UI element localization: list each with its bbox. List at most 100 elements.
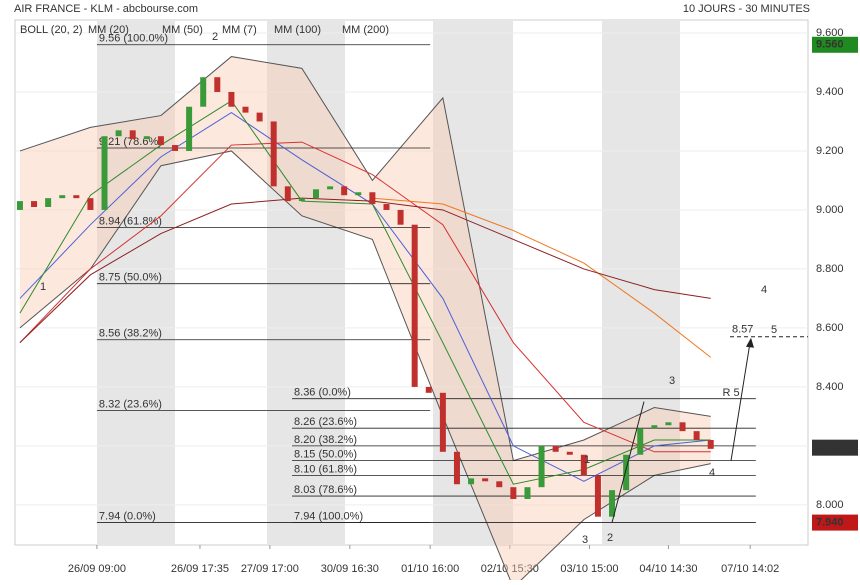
candle <box>101 136 108 210</box>
fib-label: 9.56 (100.0%) <box>99 33 168 45</box>
moving-average <box>19 100 711 485</box>
x-tick-label: 04/10 14:30 <box>639 563 697 575</box>
candle <box>538 445 545 488</box>
y-tick-label: 8.800 <box>816 263 844 275</box>
candle <box>87 198 94 210</box>
x-tick-label: 01/10 16:00 <box>401 563 459 575</box>
y-tick-label: 8.400 <box>816 381 844 393</box>
candle <box>59 195 66 199</box>
fib-label: 8.36 (0.0%) <box>294 387 351 399</box>
x-tick-label: 03/10 15:00 <box>560 563 618 575</box>
candle <box>623 454 630 491</box>
wave-label: 2 <box>212 31 218 43</box>
candle <box>284 186 291 202</box>
y-tick-label: 9.600 <box>816 27 844 39</box>
legend-item: MM (200) <box>342 24 389 36</box>
wave-label: 5 <box>771 324 777 336</box>
fib-label: 8.75 (50.0%) <box>99 272 162 284</box>
candle <box>693 431 700 440</box>
candle <box>665 422 672 426</box>
y-tick-label: 8.600 <box>816 322 844 334</box>
candle <box>242 106 249 113</box>
chart-subtitle: 10 JOURS - 30 MINUTES <box>683 3 810 15</box>
wave-label: 4 <box>761 284 767 296</box>
wave-label: 2 <box>607 532 613 544</box>
candle <box>228 91 235 107</box>
wave-label: 4 <box>709 467 715 479</box>
moving-average <box>372 197 712 358</box>
fib-label: 8.03 (78.6%) <box>294 484 357 496</box>
wave-label: 1 <box>584 454 590 466</box>
y-tick-label: 9.200 <box>816 145 844 157</box>
candle <box>129 130 136 140</box>
y-tick-label: 9.000 <box>816 204 844 216</box>
y-tick-label: 9.400 <box>816 86 844 98</box>
x-tick-label: 07/10 14:02 <box>721 563 779 575</box>
candle <box>298 198 305 202</box>
candle <box>270 121 277 187</box>
candle <box>214 77 221 92</box>
arrow <box>611 401 645 523</box>
fib-label: 8.20 (38.2%) <box>294 434 357 446</box>
fib-label: 8.94 (61.8%) <box>99 216 162 228</box>
bollinger-upper <box>19 56 711 462</box>
candle <box>679 422 686 432</box>
candle <box>31 201 38 207</box>
legend-item: MM (50) <box>162 24 203 36</box>
fib-label: 8.32 (23.6%) <box>99 398 162 410</box>
legend-item: MM (7) <box>222 24 257 36</box>
x-tick-label: 26/09 17:35 <box>171 563 229 575</box>
fib-label: 8.56 (38.2%) <box>99 328 162 340</box>
wave-label: R 5 <box>722 387 739 399</box>
wave-label: 3 <box>669 375 675 387</box>
target-label: 8.57 <box>732 324 753 336</box>
x-tick-label: 02/10 15:30 <box>481 563 539 575</box>
candle <box>482 478 489 482</box>
legend-item: MM (100) <box>274 24 321 36</box>
candle <box>143 136 150 140</box>
candle <box>637 428 644 455</box>
x-tick-label: 26/09 09:00 <box>68 563 126 575</box>
x-tick-label: 30/09 16:30 <box>321 563 379 575</box>
session-shade <box>97 21 175 544</box>
fib-label: 8.15 (50.0%) <box>294 449 357 461</box>
price-label: 9.560 <box>816 39 844 51</box>
candle <box>580 454 587 476</box>
price-label: 8.194 <box>816 442 844 454</box>
candle <box>510 487 517 499</box>
candle <box>468 478 475 485</box>
price-box <box>812 36 858 53</box>
candle <box>157 136 164 146</box>
candle <box>552 445 559 452</box>
candle <box>341 186 348 196</box>
candle <box>609 490 616 517</box>
candle <box>355 192 362 196</box>
price-box <box>812 439 858 456</box>
fib-label: 8.26 (23.6%) <box>294 416 357 428</box>
candle <box>524 487 531 499</box>
price-label: 7.940 <box>816 516 844 528</box>
wave-label: 3 <box>582 534 588 546</box>
candle <box>186 106 193 151</box>
candle <box>45 198 52 207</box>
candle <box>496 481 503 488</box>
candle <box>256 112 263 122</box>
candle <box>115 130 122 137</box>
candle <box>566 451 573 455</box>
arrow-head <box>746 337 754 348</box>
wave-label: 1 <box>40 281 46 293</box>
arrow <box>730 342 751 461</box>
x-tick-label: 27/09 17:00 <box>241 563 299 575</box>
candle <box>397 209 404 225</box>
bollinger-lower <box>19 150 711 585</box>
y-tick-label: 8.000 <box>816 499 844 511</box>
candle <box>439 392 446 452</box>
candle <box>425 386 432 393</box>
candle <box>73 195 80 199</box>
candle <box>594 475 601 517</box>
chart-title: AIR FRANCE - KLM - abcbourse.com <box>14 3 198 15</box>
candle <box>312 189 319 199</box>
legend-item: BOLL (20, 2) <box>20 24 83 36</box>
